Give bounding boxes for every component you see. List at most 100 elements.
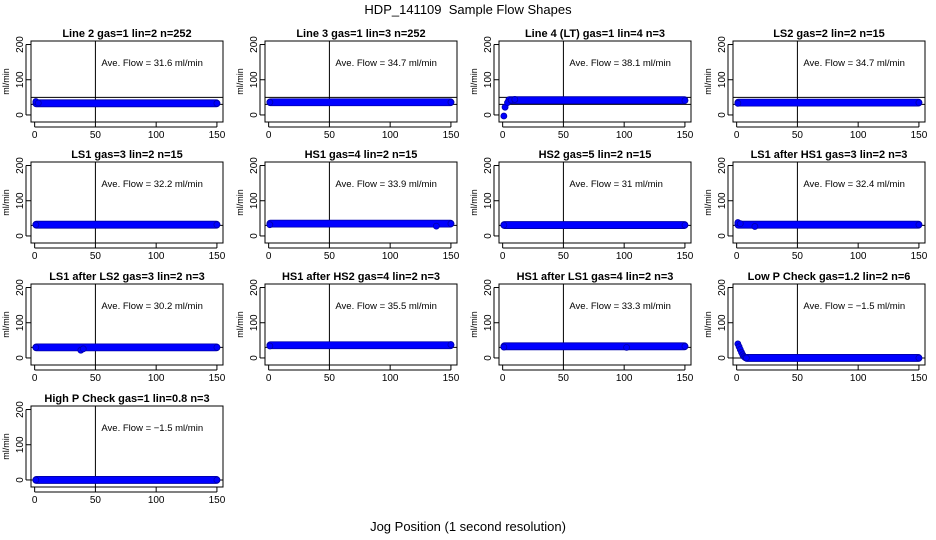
y-tick-label: 0 [15,477,26,483]
x-tick-label: 100 [148,130,165,141]
y-tick-label: 200 [249,279,260,296]
y-tick-label: 100 [717,71,728,88]
panel-title: Line 4 (LT) gas=1 lin=4 n=3 [525,28,665,40]
panel-title: HS1 after LS1 gas=4 lin=2 n=3 [517,271,674,283]
plot-frame [30,283,224,366]
x-tick-label: 150 [443,373,460,384]
x-tick-label: 50 [324,130,336,141]
x-tick-label: 0 [266,251,272,262]
data-point [32,221,40,229]
plot-frame [498,283,692,366]
panel-title: High P Check gas=1 lin=0.8 n=3 [44,393,209,405]
x-tick-label: 150 [209,373,226,384]
y-axis-label: ml/min [469,311,479,338]
panel-title: LS1 after LS2 gas=3 lin=2 n=3 [49,271,205,283]
x-tick-label: 150 [911,373,928,384]
panel-6: HS1 gas=4 lin=2 n=15 0 100 200 ml/min 0 50 100 1… [235,149,460,262]
y-tick-label: 100 [483,192,494,209]
y-tick-label: 200 [717,279,728,296]
y-tick-label: 0 [717,112,728,118]
average-flow-annotation: Ave. Flow = 38.1 ml/min [569,58,670,69]
data-point [751,223,759,230]
x-tick-label: 0 [266,130,272,141]
average-flow-annotation: Ave. Flow = 32.2 ml/min [101,179,202,190]
y-tick-label: 200 [15,279,26,296]
plot-frame [732,161,926,244]
y-tick-label: 100 [717,192,728,209]
plot-frame [732,283,926,366]
y-axis-label: ml/min [235,311,245,338]
data-point [915,221,923,229]
x-tick-label: 0 [734,251,740,262]
plot-frame [264,283,458,366]
average-flow-annotation: Ave. Flow = −1.5 ml/min [101,423,203,434]
y-tick-label: 0 [483,355,494,361]
x-tick-label: 100 [616,130,633,141]
average-flow-annotation: Ave. Flow = 30.2 ml/min [101,301,202,312]
x-tick-label: 0 [32,495,38,506]
x-tick-label: 0 [266,373,272,384]
data-point [681,97,689,104]
data-series-band [266,219,455,228]
y-tick-label: 200 [15,401,26,418]
data-point [681,221,689,229]
data-series-band [32,99,221,108]
y-axis-label: ml/min [703,189,713,216]
average-flow-annotation: Ave. Flow = 31 ml/min [569,179,663,190]
y-tick-label: 100 [15,192,26,209]
x-tick-label: 150 [443,251,460,262]
x-tick-label: 50 [792,373,804,384]
y-tick-label: 0 [249,112,260,118]
panel-title: Low P Check gas=1.2 lin=2 n=6 [748,271,911,283]
data-point [500,343,508,351]
plot-frame [498,161,692,244]
y-tick-label: 0 [483,233,494,239]
x-tick-label: 100 [382,130,399,141]
y-tick-label: 100 [15,71,26,88]
data-series-band [734,220,923,229]
x-tick-label: 0 [500,251,506,262]
x-tick-label: 100 [382,251,399,262]
x-tick-label: 0 [734,373,740,384]
x-tick-label: 0 [500,130,506,141]
data-point [447,220,455,228]
data-series-band [742,354,923,362]
x-tick-label: 100 [148,373,165,384]
data-point [915,99,923,107]
y-tick-label: 200 [483,279,494,296]
data-point [447,341,455,348]
data-point [734,99,742,107]
y-tick-label: 200 [717,36,728,53]
x-tick-label: 100 [382,373,399,384]
y-tick-label: 0 [483,112,494,118]
y-axis-label: ml/min [235,68,245,95]
data-series-band [500,221,689,229]
y-tick-label: 0 [15,233,26,239]
y-axis-label: ml/min [1,68,11,95]
plot-frame [30,405,224,488]
panel-13: High P Check gas=1 lin=0.8 n=3 0 100 200 ml/… [1,393,226,506]
data-point [511,96,519,103]
y-tick-label: 100 [483,314,494,331]
panel-title: HS1 gas=4 lin=2 n=15 [305,149,418,161]
x-tick-label: 50 [90,130,102,141]
x-tick-label: 150 [677,130,694,141]
x-tick-label: 100 [616,251,633,262]
data-point [266,98,274,106]
data-point [213,221,221,229]
y-tick-label: 0 [717,233,728,239]
data-point [79,345,87,353]
data-series-band [266,98,455,107]
x-tick-label: 100 [148,495,165,506]
data-series-band [500,342,689,351]
data-point [623,343,630,351]
x-tick-label: 0 [32,130,38,141]
data-point [213,476,221,484]
plot-frame [498,40,692,123]
data-point [432,222,440,230]
x-tick-label: 0 [500,373,506,384]
y-tick-label: 0 [249,233,260,239]
average-flow-annotation: Ave. Flow = 34.7 ml/min [335,58,436,69]
x-tick-label: 50 [558,130,570,141]
